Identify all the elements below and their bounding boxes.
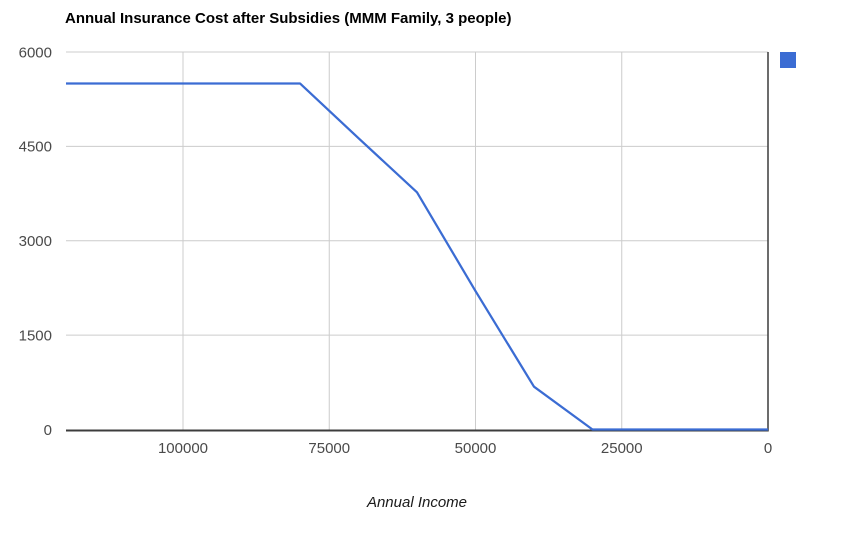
- y-tick-label: 3000: [19, 233, 52, 250]
- x-tick-label: 75000: [308, 440, 350, 457]
- x-axis-title: Annual Income: [366, 494, 468, 511]
- y-tick-label: 1500: [19, 327, 52, 344]
- chart-title: Annual Insurance Cost after Subsidies (M…: [65, 10, 512, 27]
- legend-series-marker: [780, 52, 796, 68]
- x-tick-label: 0: [764, 440, 772, 457]
- series-line: [66, 82, 768, 431]
- x-tick-label: 100000: [158, 440, 208, 457]
- y-tick-label: 0: [44, 422, 52, 439]
- x-tick-label: 50000: [455, 440, 497, 457]
- y-tick-label: 4500: [19, 139, 52, 156]
- x-tick-label: 25000: [601, 440, 643, 457]
- y-tick-label: 6000: [19, 44, 52, 61]
